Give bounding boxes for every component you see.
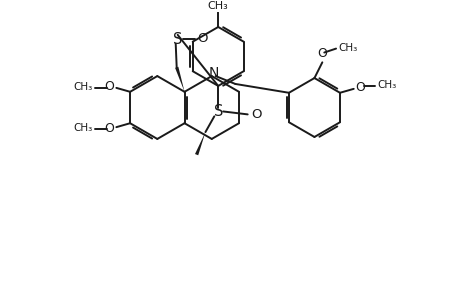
Text: O: O bbox=[104, 122, 114, 135]
Text: S: S bbox=[213, 104, 223, 119]
Text: CH₃: CH₃ bbox=[376, 80, 396, 90]
Text: O: O bbox=[317, 47, 326, 60]
Text: S: S bbox=[173, 32, 182, 47]
Text: N: N bbox=[208, 66, 218, 80]
Text: O: O bbox=[355, 81, 365, 94]
Text: CH₃: CH₃ bbox=[207, 1, 228, 11]
Polygon shape bbox=[175, 67, 184, 92]
Text: CH₃: CH₃ bbox=[73, 82, 93, 92]
Text: CH₃: CH₃ bbox=[73, 123, 93, 133]
Text: O: O bbox=[104, 80, 114, 93]
Text: O: O bbox=[251, 108, 262, 121]
Text: O: O bbox=[197, 32, 207, 45]
Text: CH₃: CH₃ bbox=[337, 43, 357, 52]
Polygon shape bbox=[195, 132, 205, 155]
